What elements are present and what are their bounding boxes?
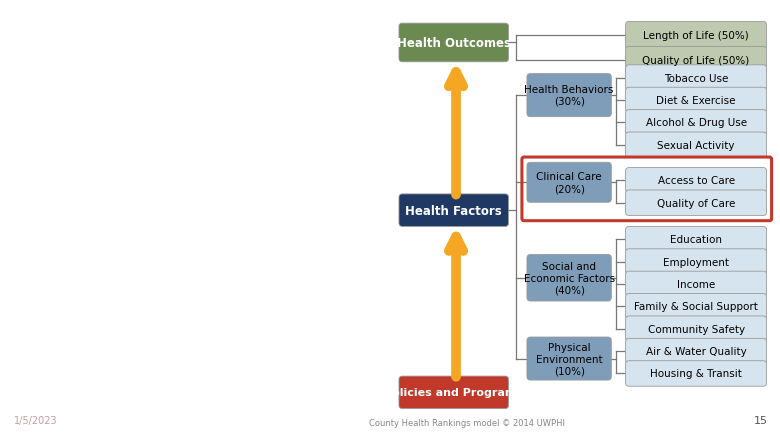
Text: Alcohol & Drug Use: Alcohol & Drug Use — [646, 118, 746, 128]
Text: Diet & Exercise: Diet & Exercise — [656, 96, 736, 106]
Text: Employment: Employment — [663, 257, 729, 267]
Text: Quality of Care: Quality of Care — [657, 198, 736, 208]
FancyBboxPatch shape — [399, 24, 509, 63]
Text: 15: 15 — [753, 415, 768, 425]
Text: Education: Education — [670, 235, 722, 244]
Text: Air & Water Quality: Air & Water Quality — [646, 346, 746, 356]
Text: CLINICAL
CARE
REPRESENTS
ONLY 20% OF
WHAT
DETERMINES
POPULATION
HEALTH: CLINICAL CARE REPRESENTS ONLY 20% OF WHA… — [43, 53, 194, 220]
FancyBboxPatch shape — [626, 22, 767, 50]
FancyBboxPatch shape — [399, 376, 509, 409]
Text: Community Safety: Community Safety — [647, 324, 745, 334]
FancyBboxPatch shape — [527, 74, 612, 117]
Text: Housing & Transit: Housing & Transit — [651, 369, 742, 378]
FancyBboxPatch shape — [626, 66, 767, 91]
FancyBboxPatch shape — [626, 168, 767, 194]
Text: Health Factors: Health Factors — [406, 204, 502, 217]
FancyBboxPatch shape — [527, 163, 612, 203]
Text: Social and
Economic Factors
(40%): Social and Economic Factors (40%) — [523, 261, 615, 295]
FancyBboxPatch shape — [626, 272, 767, 297]
FancyBboxPatch shape — [399, 194, 509, 227]
Text: Quality of Life (50%): Quality of Life (50%) — [643, 57, 750, 66]
FancyBboxPatch shape — [626, 88, 767, 113]
Text: Tobacco Use: Tobacco Use — [664, 74, 729, 83]
Text: Health Outcomes: Health Outcomes — [397, 37, 511, 50]
FancyBboxPatch shape — [527, 255, 612, 301]
Text: Length of Life (50%): Length of Life (50%) — [644, 32, 749, 41]
FancyBboxPatch shape — [626, 110, 767, 136]
Text: Family & Social Support: Family & Social Support — [634, 302, 758, 311]
Text: Clinical Care
(20%): Clinical Care (20%) — [537, 172, 602, 194]
FancyBboxPatch shape — [626, 361, 767, 386]
FancyBboxPatch shape — [527, 337, 612, 380]
Text: Health Behaviors
(30%): Health Behaviors (30%) — [524, 85, 614, 107]
Text: Physical
Environment
(10%): Physical Environment (10%) — [536, 342, 602, 375]
Text: Policies and Programs: Policies and Programs — [385, 388, 523, 397]
FancyBboxPatch shape — [626, 249, 767, 275]
FancyBboxPatch shape — [626, 47, 767, 75]
FancyBboxPatch shape — [626, 227, 767, 252]
FancyBboxPatch shape — [626, 191, 767, 216]
Text: Access to Care: Access to Care — [658, 176, 735, 186]
FancyBboxPatch shape — [626, 294, 767, 319]
Text: County Health Rankings model © 2014 UWPHI: County Health Rankings model © 2014 UWPH… — [369, 418, 565, 427]
FancyBboxPatch shape — [626, 133, 767, 158]
Text: Sexual Activity: Sexual Activity — [658, 141, 735, 150]
Text: Income: Income — [677, 279, 715, 289]
Text: 1/5/2023: 1/5/2023 — [14, 415, 58, 425]
FancyBboxPatch shape — [626, 316, 767, 342]
FancyBboxPatch shape — [626, 339, 767, 364]
